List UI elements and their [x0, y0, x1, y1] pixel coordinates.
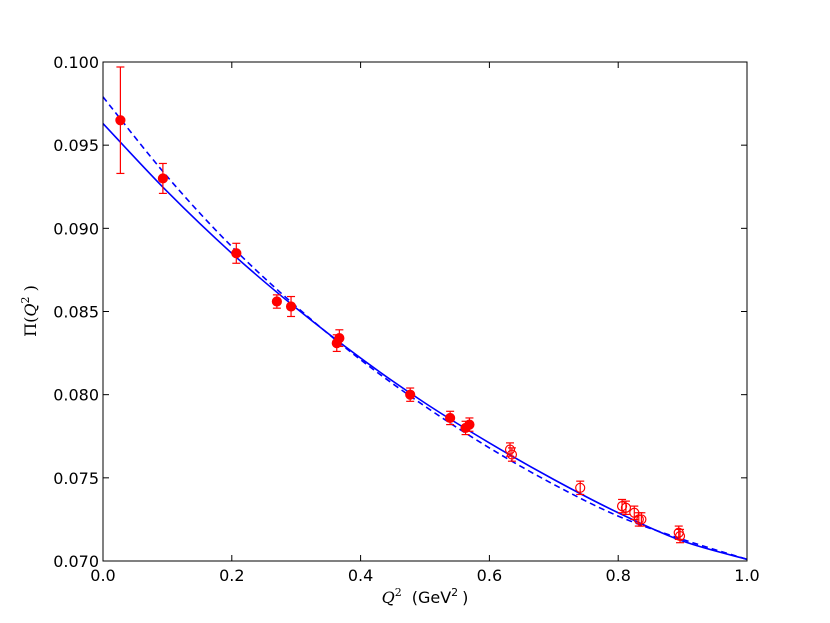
data-point-open [504, 444, 516, 455]
data-point-filled [445, 412, 456, 424]
data-point-filled [271, 296, 282, 307]
x-axis-label-unit-close: ) [462, 588, 468, 607]
curve-solid [102, 122, 748, 561]
x-tick-label: 1.0 [734, 566, 759, 585]
y-axis-label-close: ) [21, 285, 40, 296]
y-axis-label-var: Q [21, 304, 40, 317]
data-point-filled [115, 115, 126, 126]
x-tick-label: 0.2 [219, 566, 244, 585]
y-tick-label: 0.085 [53, 303, 99, 322]
data-point-open [636, 514, 647, 525]
x-tick-label: 0.6 [477, 566, 502, 585]
data-point-filled [231, 248, 242, 259]
curve-dashed [102, 96, 748, 561]
data-point-filled [285, 301, 297, 312]
data-point-filled [157, 173, 168, 184]
y-tick-label: 0.095 [53, 136, 99, 155]
data-point-open [506, 449, 518, 460]
data-point-open [575, 482, 586, 493]
x-tick-label: 0.8 [605, 566, 630, 585]
data-point-filled [405, 389, 416, 400]
x-tick-label: 0.0 [90, 566, 115, 585]
data-point-open [620, 502, 632, 513]
y-tick-label: 0.075 [53, 469, 99, 488]
x-axis-label-unit-sup: 2 [451, 586, 458, 599]
y-axis-label-func: Π( [21, 317, 40, 337]
points-layer [115, 66, 686, 544]
y-axis-label-sup: 2 [19, 297, 32, 304]
x-tick-label: 0.4 [348, 566, 373, 585]
x-axis-label: Q2 (GeV2) [382, 586, 469, 607]
ticks-layer: 0.0 0.2 0.4 0.6 0.8 1.0 0.070 0.075 0.080 0.085 0.… [53, 53, 760, 585]
x-axis-label-sup: 2 [395, 586, 402, 599]
data-point-filled [464, 419, 475, 430]
y-tick-label: 0.090 [53, 219, 99, 238]
x-axis-label-unit: (GeV [412, 588, 451, 607]
data-point-open [633, 514, 644, 525]
x-axis-label-var: Q [382, 588, 395, 607]
curves-layer [102, 96, 748, 561]
plot-frame [102, 61, 748, 562]
y-tick-label: 0.070 [53, 552, 99, 571]
data-point-open [674, 530, 686, 542]
y-tick-label: 0.080 [53, 386, 99, 405]
y-tick-label: 0.100 [53, 53, 99, 72]
data-point-filled [334, 333, 345, 344]
y-axis-label: Π(Q2 ) [19, 285, 40, 337]
